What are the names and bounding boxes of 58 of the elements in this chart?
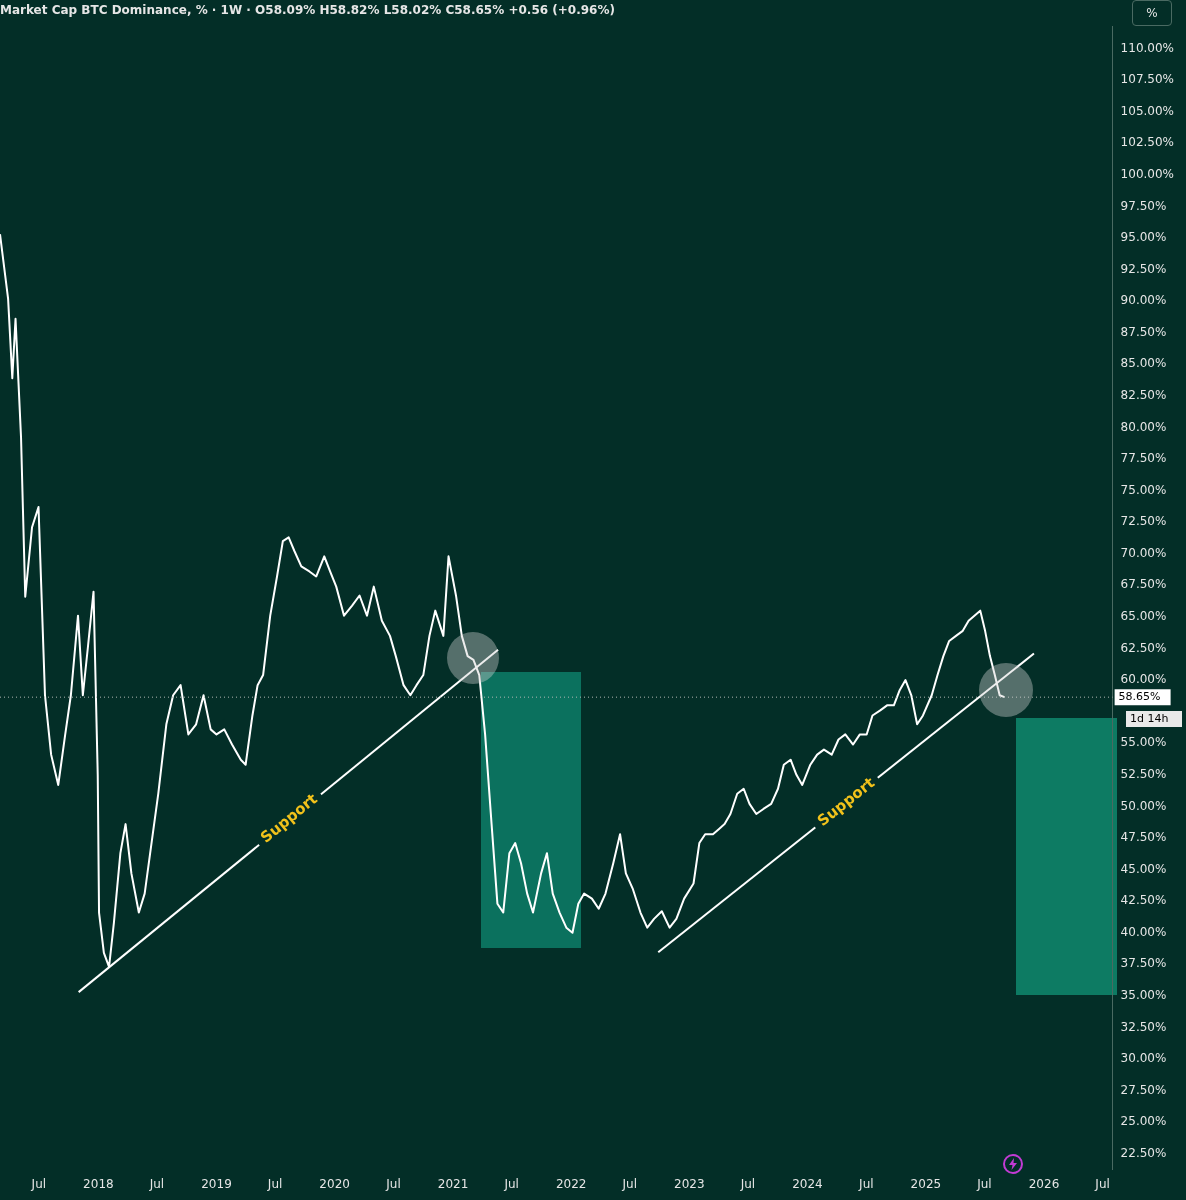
y-tick-label: 32.50% xyxy=(1120,1019,1167,1034)
y-tick-label: 40.00% xyxy=(1120,924,1167,939)
y-tick-label: 97.50% xyxy=(1120,198,1167,213)
y-tick-label: 52.50% xyxy=(1120,766,1167,781)
y-tick-label: 35.00% xyxy=(1120,988,1167,1003)
x-tick-label: 2020 xyxy=(319,1176,350,1191)
y-tick-label: 82.50% xyxy=(1120,388,1167,403)
x-tick-label: Jul xyxy=(30,1176,47,1191)
y-tick-label: 87.50% xyxy=(1120,324,1167,339)
y-tick-label: 22.50% xyxy=(1120,1145,1167,1160)
chart-title: Market Cap BTC Dominance, % · 1W · O58.09% H58.82% L58.02% C58.65% +0.56 (+0.96%) xyxy=(0,3,615,18)
y-tick-label: 105.00% xyxy=(1120,103,1174,118)
unit-button: % xyxy=(1132,0,1172,26)
y-tick-label: 95.00% xyxy=(1120,230,1167,245)
y-tick-label: 75.00% xyxy=(1120,482,1167,497)
y-tick-label: 85.00% xyxy=(1120,356,1167,371)
y-tick-label: 100.00% xyxy=(1120,166,1174,181)
y-tick-label: 65.00% xyxy=(1120,609,1167,624)
y-tick-label: 47.50% xyxy=(1120,830,1167,845)
y-tick-label: 60.00% xyxy=(1120,672,1167,687)
text: 1d 14h xyxy=(1126,711,1182,727)
x-tick-label: 2023 xyxy=(674,1176,705,1191)
y-tick-label: 62.50% xyxy=(1120,640,1167,655)
y-tick-label: 110.00% xyxy=(1120,40,1174,55)
y-tick-label: 102.50% xyxy=(1120,135,1174,150)
y-tick-label: 77.50% xyxy=(1120,451,1167,466)
y-tick-label: 50.00% xyxy=(1120,798,1167,813)
x-tick-label: 2022 xyxy=(555,1176,587,1191)
x-tick-label: Jul xyxy=(266,1176,283,1191)
y-tick-label: 45.00% xyxy=(1120,861,1167,876)
x-tick-label: 2024 xyxy=(792,1176,823,1191)
y-tick-label: 72.50% xyxy=(1120,514,1167,529)
ref-line-label: 58.65% xyxy=(1118,690,1161,704)
y-tick-label: 42.50% xyxy=(1120,893,1167,908)
x-tick-label: Jul xyxy=(1094,1176,1110,1191)
y-tick-label: 70.00% xyxy=(1120,545,1167,560)
x-tick-label: 2019 xyxy=(201,1176,232,1191)
x-tick-label: Jul xyxy=(385,1176,401,1191)
y-tick-label: 25.00% xyxy=(1120,1114,1167,1129)
y-tick-label: 55.00% xyxy=(1120,735,1167,750)
x-tick-label: Jul xyxy=(739,1176,756,1191)
x-tick-label: 2018 xyxy=(83,1176,114,1191)
x-tick-label: Jul xyxy=(976,1176,992,1191)
x-tick-label: 2025 xyxy=(910,1176,942,1191)
x-tick-label: Jul xyxy=(503,1176,519,1191)
y-tick-label: 107.50% xyxy=(1120,72,1174,87)
x-tick-label: 2026 xyxy=(1028,1176,1060,1191)
y-tick-label: 67.50% xyxy=(1120,577,1167,592)
y-tick-label: 30.00% xyxy=(1120,1051,1167,1066)
x-tick-label: Jul xyxy=(621,1176,638,1191)
x-tick-label: Jul xyxy=(858,1176,874,1191)
x-tick-label: Jul xyxy=(148,1176,165,1191)
y-tick-label: 80.00% xyxy=(1120,419,1167,434)
y-tick-label: 27.50% xyxy=(1120,1082,1167,1097)
y-tick-label: 90.00% xyxy=(1120,293,1167,308)
y-tick-label: 92.50% xyxy=(1120,261,1167,276)
x-tick-label: 2021 xyxy=(437,1176,469,1191)
y-tick-label: 37.50% xyxy=(1120,956,1167,971)
